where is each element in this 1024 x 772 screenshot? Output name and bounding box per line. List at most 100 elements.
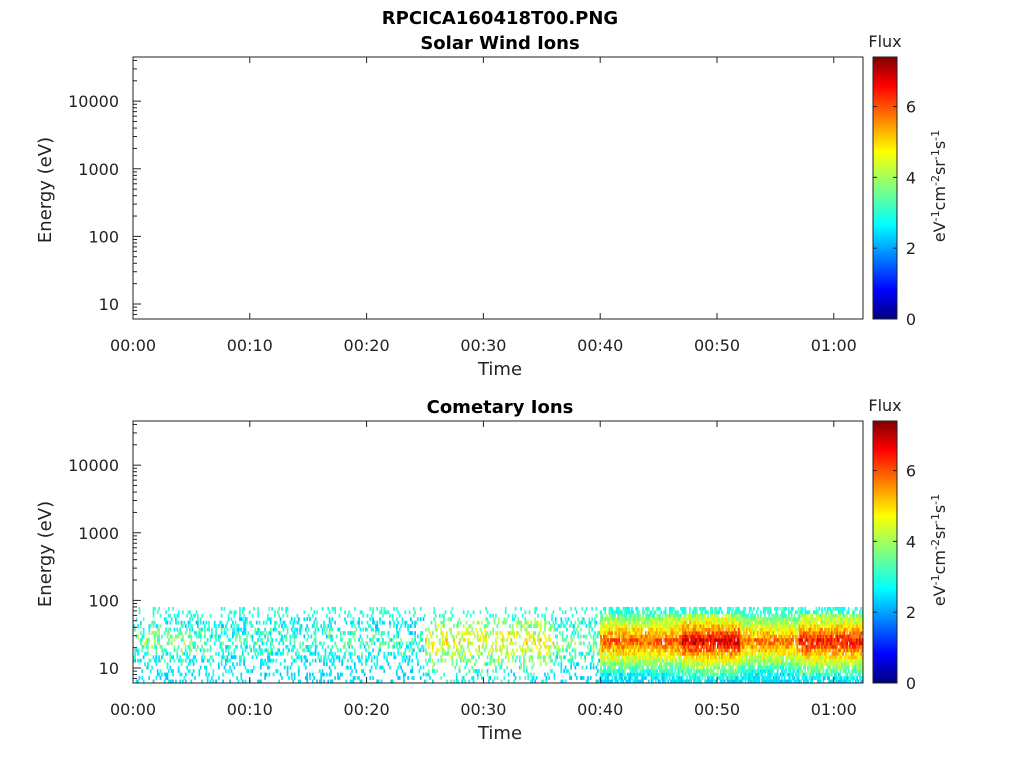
heatmap-cell bbox=[573, 635, 575, 639]
heatmap-cell bbox=[600, 610, 602, 614]
heatmap-cell bbox=[512, 614, 514, 618]
heatmap-cell bbox=[295, 659, 297, 663]
heatmap-cell bbox=[381, 607, 383, 611]
heatmap-cell bbox=[354, 631, 356, 635]
heatmap-cell bbox=[228, 617, 230, 621]
heatmap-cell bbox=[464, 652, 466, 656]
heatmap-cell bbox=[523, 642, 525, 646]
heatmap-cell bbox=[379, 621, 381, 625]
heatmap-cell bbox=[703, 648, 705, 652]
heatmap-cell bbox=[520, 666, 522, 670]
heatmap-cell bbox=[536, 676, 538, 680]
heatmap-cell bbox=[409, 610, 411, 614]
heatmap-cell bbox=[433, 669, 435, 673]
heatmap-cell bbox=[477, 673, 479, 677]
heatmap-cell bbox=[589, 642, 591, 646]
heatmap-cell bbox=[568, 669, 570, 673]
heatmap-cell bbox=[723, 628, 725, 632]
heatmap-cell bbox=[777, 673, 779, 677]
heatmap-cell bbox=[446, 635, 448, 639]
heatmap-cell bbox=[436, 669, 438, 673]
heatmap-cell bbox=[353, 617, 355, 621]
heatmap-cell bbox=[280, 617, 282, 621]
heatmap-cell bbox=[360, 635, 362, 639]
heatmap-cell bbox=[350, 666, 352, 670]
heatmap-cell bbox=[566, 635, 568, 639]
heatmap-cell bbox=[589, 628, 591, 632]
figure-title: RPCICA160418T00.PNG bbox=[382, 8, 618, 29]
heatmap-cell bbox=[393, 621, 395, 625]
heatmap-cell bbox=[252, 655, 254, 659]
heatmap-cell bbox=[402, 642, 404, 646]
heatmap-cell bbox=[344, 645, 346, 649]
heatmap-cell bbox=[511, 638, 513, 642]
heatmap-cell bbox=[301, 659, 303, 663]
heatmap-cell bbox=[447, 648, 449, 652]
heatmap-cell bbox=[527, 676, 529, 680]
heatmap-cell bbox=[464, 666, 466, 670]
heatmap-cell bbox=[305, 666, 307, 670]
heatmap-cell bbox=[235, 638, 237, 642]
heatmap-cell bbox=[728, 610, 730, 614]
heatmap-cell bbox=[572, 638, 574, 642]
heatmap-cell bbox=[311, 635, 313, 639]
heatmap-cell bbox=[228, 614, 230, 618]
heatmap-cell bbox=[764, 673, 766, 677]
heatmap-cell bbox=[516, 648, 518, 652]
heatmap-cell bbox=[435, 624, 437, 628]
heatmap-cell bbox=[456, 662, 458, 666]
heatmap-cell bbox=[161, 635, 163, 639]
heatmap-cell bbox=[215, 635, 217, 639]
heatmap-cell bbox=[704, 614, 706, 618]
heatmap-cell bbox=[593, 635, 595, 639]
heatmap-cell bbox=[205, 621, 207, 625]
heatmap-cell bbox=[443, 621, 445, 625]
heatmap-cell bbox=[263, 621, 265, 625]
heatmap-cell bbox=[596, 614, 598, 618]
heatmap-cell bbox=[508, 614, 510, 618]
heatmap-cell bbox=[315, 638, 317, 642]
heatmap-cell bbox=[174, 648, 176, 652]
heatmap-cell bbox=[143, 635, 145, 639]
heatmap-cell bbox=[494, 676, 496, 680]
heatmap-cell bbox=[791, 610, 793, 614]
heatmap-cell bbox=[740, 631, 742, 635]
heatmap-cell bbox=[459, 617, 461, 621]
heatmap-cell bbox=[283, 648, 285, 652]
heatmap-cell bbox=[481, 621, 483, 625]
heatmap-cell bbox=[344, 655, 346, 659]
heatmap-cell bbox=[270, 645, 272, 649]
heatmap-cell bbox=[332, 652, 334, 656]
heatmap-cell bbox=[536, 607, 538, 611]
heatmap-cell bbox=[498, 659, 500, 663]
heatmap-cell bbox=[407, 628, 409, 632]
heatmap-cell bbox=[268, 607, 270, 611]
heatmap-cell bbox=[711, 607, 713, 611]
heatmap-cell bbox=[240, 676, 242, 680]
heatmap-cell bbox=[445, 610, 447, 614]
heatmap-cell bbox=[749, 610, 751, 614]
heatmap-cell bbox=[717, 673, 719, 677]
heatmap-cell bbox=[529, 610, 531, 614]
heatmap-cell bbox=[553, 624, 555, 628]
heatmap-cell bbox=[660, 662, 662, 666]
heatmap-cell bbox=[306, 617, 308, 621]
heatmap-cell bbox=[354, 607, 356, 611]
heatmap-cell bbox=[274, 610, 276, 614]
heatmap-cell bbox=[393, 652, 395, 656]
heatmap-cell bbox=[243, 659, 245, 663]
heatmap-cell bbox=[233, 628, 235, 632]
heatmap-cell bbox=[621, 676, 623, 680]
heatmap-cell bbox=[326, 673, 328, 677]
heatmap-cell bbox=[481, 652, 483, 656]
heatmap-cell bbox=[568, 617, 570, 621]
heatmap-cell bbox=[332, 617, 334, 621]
heatmap-cell bbox=[598, 631, 600, 635]
heatmap-cell bbox=[292, 648, 294, 652]
heatmap-cell bbox=[428, 673, 430, 677]
heatmap-cell bbox=[161, 673, 163, 677]
heatmap-cell bbox=[406, 642, 408, 646]
heatmap-cell bbox=[364, 645, 366, 649]
heatmap-cell bbox=[291, 655, 293, 659]
heatmap-cell bbox=[347, 666, 349, 670]
